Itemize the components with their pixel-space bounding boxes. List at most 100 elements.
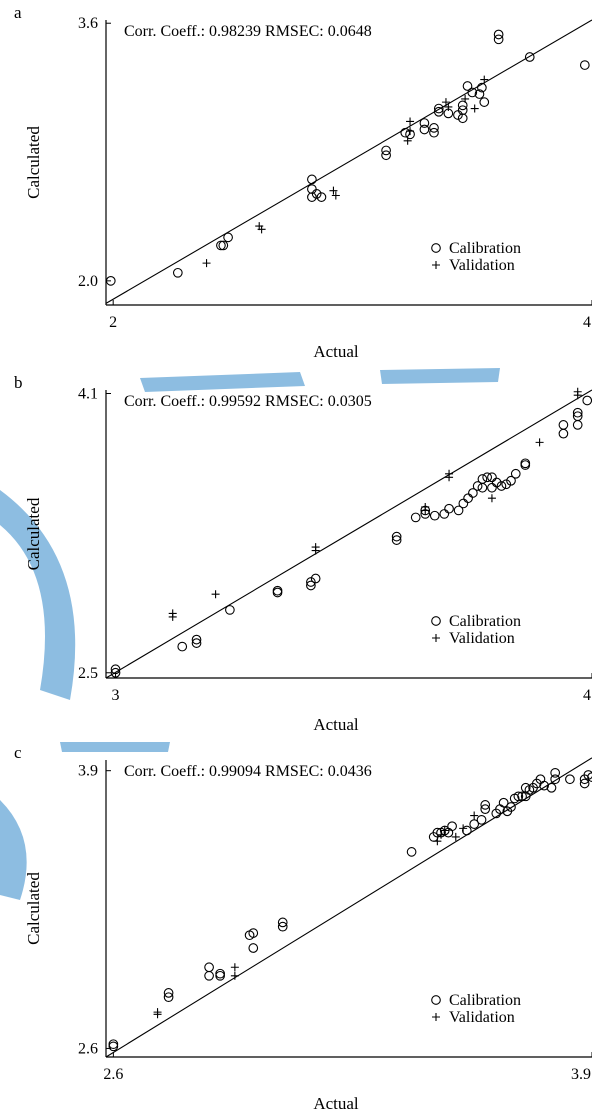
validation-point (168, 609, 177, 618)
x-tick-label: 3.9 (571, 1066, 591, 1083)
calibration-point (520, 458, 531, 469)
calibration-point (550, 774, 561, 785)
regression-line (105, 757, 592, 1058)
calibration-point (400, 127, 411, 138)
x-axis-title: Actual (313, 1094, 359, 1113)
statistics-annotation: Corr. Coeff.: 0.99592 RMSEC: 0.0305 (124, 393, 372, 410)
validation-point (440, 826, 449, 835)
calibration-point (215, 970, 225, 981)
calibration-point (479, 97, 490, 107)
calibration-point (572, 407, 583, 418)
calibration-point (307, 184, 317, 194)
calibration-point (506, 802, 516, 812)
y-axis-title: Calculated (24, 126, 43, 199)
calibration-point (469, 819, 480, 829)
panel-a: a 2.0 3.6 2 4 Actual Calculated Corr. Coeff.: 0… (14, 3, 592, 361)
panel-label: c (14, 743, 22, 762)
calibration-point (410, 512, 421, 523)
calibration-point (539, 780, 549, 791)
statistics-annotation: Corr. Coeff.: 0.99094 RMSEC: 0.0436 (124, 763, 372, 780)
regression-line (105, 389, 592, 679)
calibration-point (468, 488, 478, 498)
calibration-point (572, 411, 583, 422)
validation-point (329, 186, 338, 195)
x-axis-title: Actual (313, 342, 359, 361)
calibration-point (472, 481, 483, 491)
y-axis-title: Calculated (24, 497, 43, 570)
calibration-point (477, 474, 488, 484)
calibration-point (177, 641, 188, 652)
legend-label-calibration: Calibration (449, 613, 521, 630)
legend-label-validation: Validation (449, 630, 515, 647)
calibration-point (108, 1039, 119, 1050)
calibration-point (163, 988, 174, 998)
calibration-point (558, 420, 569, 430)
y-axis-title: Calculated (24, 872, 43, 945)
calibration-point (493, 34, 504, 45)
statistics-annotation: Corr. Coeff.: 0.98239 RMSEC: 0.0648 (124, 23, 372, 40)
calibration-point (419, 118, 430, 128)
calibration-point (467, 87, 478, 98)
watermark-stroke-2 (140, 372, 305, 392)
calibration-point (429, 123, 439, 133)
x-tick-label: 2 (109, 314, 117, 331)
calibration-point (572, 420, 583, 430)
validation-point (445, 469, 454, 478)
calibration-point (248, 928, 259, 938)
calibration-point (453, 505, 464, 516)
calibration-point (462, 81, 473, 91)
validation-point (331, 191, 340, 200)
calibration-point (482, 472, 493, 483)
calibration-point (476, 814, 487, 825)
y-tick-label: 4.1 (78, 385, 98, 402)
validation-point (403, 136, 412, 145)
calibration-point (444, 503, 454, 514)
panel-label: a (14, 3, 22, 22)
calibration-point (496, 481, 507, 491)
x-tick-label: 3 (112, 687, 120, 704)
legend-plus-icon (432, 261, 440, 269)
x-tick-label: 4 (583, 314, 591, 331)
validation-point (202, 259, 211, 268)
calibration-point (487, 482, 497, 493)
validation-point (211, 590, 220, 599)
calibration-point (463, 493, 473, 504)
calibration-point (458, 498, 469, 509)
validation-point (406, 127, 415, 136)
calibration-point (550, 767, 561, 778)
calibration-point (493, 29, 504, 40)
calibration-point (381, 150, 391, 161)
calibration-point (433, 103, 444, 114)
calibration-point (461, 825, 472, 836)
calibration-point (506, 475, 516, 486)
calibration-point (439, 509, 450, 519)
legend-circle-icon (431, 616, 441, 626)
panel-label: b (14, 373, 23, 392)
watermark-stroke-3 (380, 368, 500, 384)
calibration-point (510, 468, 521, 479)
calibration-point (419, 124, 430, 135)
validation-point (480, 75, 489, 84)
calibration-point (391, 535, 402, 545)
calibration-point (546, 782, 557, 793)
calibration-point (517, 791, 527, 802)
x-tick-label: 4 (583, 687, 591, 704)
validation-point (487, 494, 496, 503)
y-tick-label: 2.6 (78, 1040, 98, 1057)
validation-point (311, 543, 320, 552)
validation-point (461, 94, 470, 103)
validation-point (421, 502, 430, 511)
legend-label-calibration: Calibration (449, 240, 521, 257)
legend-label-validation: Validation (449, 1009, 515, 1026)
calibration-point (204, 970, 214, 981)
validation-point (230, 963, 239, 972)
calibration-point (432, 827, 443, 838)
calibration-point (248, 943, 259, 953)
panel-c: c 2.6 3.9 2.6 3.9 Actual Calculated Corr. Coeff… (14, 743, 592, 1113)
calibration-point (474, 89, 485, 99)
calibration-point (513, 791, 524, 802)
x-tick-label: 2.6 (103, 1066, 123, 1083)
legend-label-calibration: Calibration (449, 992, 521, 1009)
calibration-point (204, 962, 214, 973)
calibration-point (579, 60, 590, 70)
